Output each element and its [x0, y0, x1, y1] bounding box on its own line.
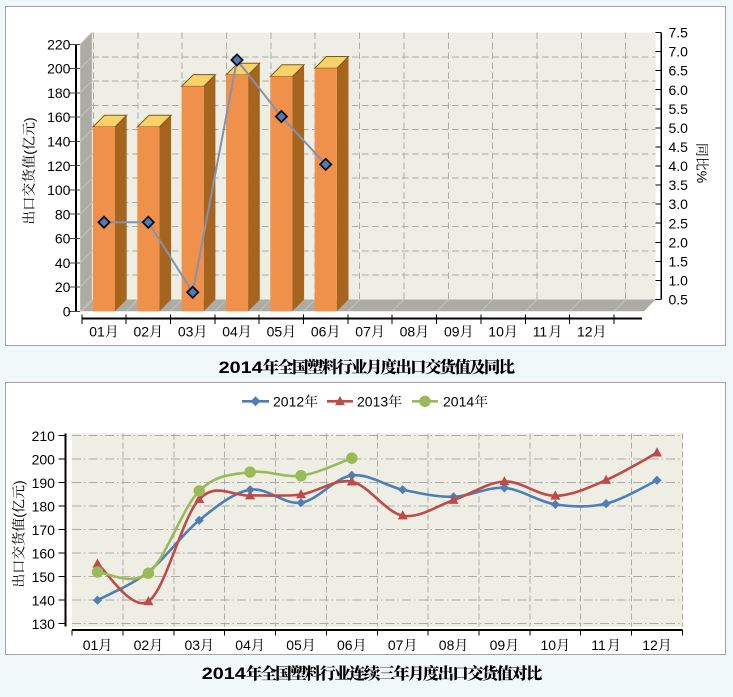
svg-text:2014: 2014 — [219, 359, 264, 377]
svg-text:06: 06 — [337, 637, 353, 653]
svg-text:130: 130 — [32, 616, 56, 632]
svg-text:%: % — [694, 171, 710, 183]
svg-text:100: 100 — [47, 182, 71, 198]
svg-text:4.0: 4.0 — [669, 158, 689, 174]
svg-text:140: 140 — [47, 134, 71, 150]
svg-text:2013: 2013 — [357, 393, 388, 409]
svg-text:11: 11 — [591, 637, 606, 653]
svg-text:190: 190 — [32, 475, 56, 491]
svg-text:10: 10 — [488, 323, 504, 339]
svg-text:2.0: 2.0 — [669, 234, 689, 250]
svg-text:01: 01 — [83, 637, 99, 653]
svg-text:2014: 2014 — [443, 393, 474, 409]
svg-text:04: 04 — [235, 637, 251, 653]
svg-text:200: 200 — [47, 61, 71, 77]
svg-text:10: 10 — [541, 637, 557, 653]
svg-text:05: 05 — [267, 323, 283, 339]
svg-text:40: 40 — [55, 255, 71, 271]
svg-text:200: 200 — [32, 451, 56, 467]
svg-text:06: 06 — [311, 323, 327, 339]
svg-text:0: 0 — [63, 303, 71, 319]
svg-text:6.5: 6.5 — [669, 63, 689, 79]
svg-text:07: 07 — [355, 323, 371, 339]
svg-text:07: 07 — [388, 637, 404, 653]
svg-text:04: 04 — [222, 323, 238, 339]
svg-text:140: 140 — [32, 592, 56, 608]
svg-text:03: 03 — [178, 323, 194, 339]
svg-text:08: 08 — [400, 323, 416, 339]
svg-text:80: 80 — [55, 206, 71, 222]
svg-text:08: 08 — [439, 637, 455, 653]
svg-text:2012: 2012 — [273, 393, 304, 409]
svg-text:02: 02 — [134, 637, 150, 653]
svg-text:5.5: 5.5 — [669, 101, 689, 117]
svg-text:1.0: 1.0 — [669, 273, 689, 289]
svg-text:150: 150 — [32, 569, 56, 585]
svg-text:09: 09 — [444, 323, 460, 339]
svg-text:4.5: 4.5 — [669, 139, 689, 155]
svg-text:7.0: 7.0 — [669, 44, 689, 60]
svg-text:5.0: 5.0 — [669, 120, 689, 136]
svg-text:11: 11 — [533, 323, 548, 339]
svg-text:03: 03 — [185, 637, 201, 653]
svg-text:6.0: 6.0 — [669, 82, 689, 98]
svg-text:1.5: 1.5 — [669, 254, 689, 270]
svg-text:180: 180 — [47, 85, 71, 101]
svg-text:170: 170 — [32, 522, 56, 538]
svg-text:180: 180 — [32, 498, 56, 514]
svg-text:160: 160 — [47, 109, 71, 125]
svg-text:2.5: 2.5 — [669, 215, 689, 231]
svg-text:0.5: 0.5 — [669, 292, 689, 308]
svg-text:02: 02 — [134, 323, 150, 339]
svg-text:): ) — [21, 117, 37, 122]
svg-text:60: 60 — [55, 231, 71, 247]
svg-text:12: 12 — [642, 637, 658, 653]
svg-text:20: 20 — [55, 279, 71, 295]
svg-text:(: ( — [11, 513, 27, 518]
svg-text:220: 220 — [47, 36, 71, 52]
svg-text:210: 210 — [32, 428, 56, 444]
svg-text:): ) — [11, 480, 27, 485]
svg-text:09: 09 — [490, 637, 506, 653]
svg-text:3.5: 3.5 — [669, 177, 689, 193]
svg-text:2014: 2014 — [202, 665, 247, 683]
svg-text:120: 120 — [47, 158, 71, 174]
svg-text:05: 05 — [286, 637, 302, 653]
svg-text:12: 12 — [577, 323, 593, 339]
svg-text:7.5: 7.5 — [669, 25, 689, 41]
svg-text:01: 01 — [89, 323, 105, 339]
svg-text:160: 160 — [32, 545, 56, 561]
svg-text:(: ( — [21, 150, 37, 155]
svg-text:3.0: 3.0 — [669, 196, 689, 212]
